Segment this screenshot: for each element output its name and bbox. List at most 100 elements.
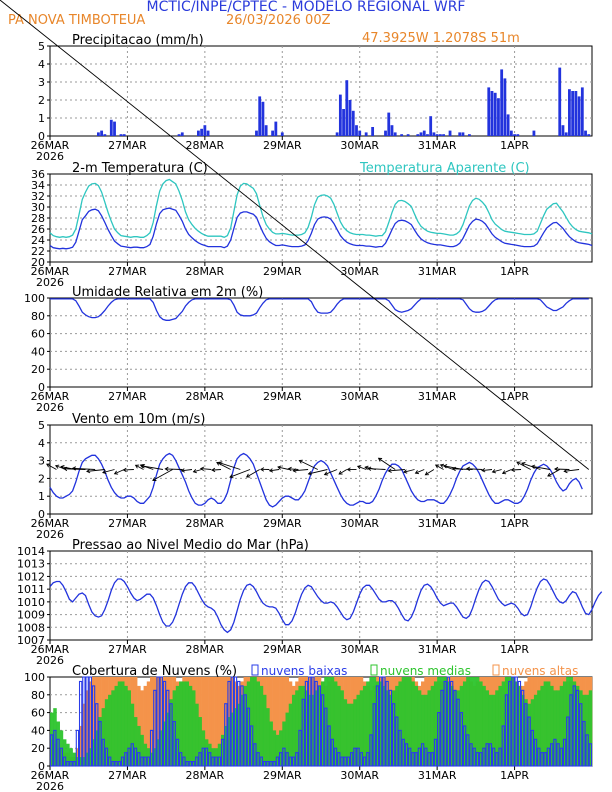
- cloud-bar-lowcloud: [508, 680, 512, 767]
- y-tick-label: 80: [31, 310, 45, 323]
- wind-arrow-head: [554, 466, 559, 472]
- cloud-bar-green: [343, 699, 348, 766]
- cloud-bar-green: [85, 752, 90, 766]
- cloud-bar-lowcloud: [285, 752, 289, 767]
- precip-bar: [500, 69, 504, 136]
- panel-title: Cobertura de Nuvens (%): [72, 664, 237, 679]
- cloud-bar-green: [424, 694, 428, 766]
- y-tick-label: 1014: [17, 545, 45, 558]
- x-tick-label: 31MAR: [418, 643, 457, 656]
- cloud-bar-green: [304, 690, 309, 766]
- cloud-bar-lowcloud: [491, 747, 496, 767]
- cloud-bar-lowcloud: [359, 752, 364, 767]
- series-line-temp-0: [49, 207, 593, 250]
- cloud-bar-green: [527, 703, 532, 766]
- cloud-bar-lowcloud: [198, 752, 202, 767]
- cloud-bar-lowcloud: [204, 747, 209, 767]
- cloud-bar-green: [491, 694, 496, 766]
- x-tick-label: 31MAR: [418, 265, 457, 278]
- cloud-bar-lowcloud: [366, 752, 370, 767]
- cloud-bar-green: [459, 685, 464, 766]
- cloud-bar-lowcloud: [527, 716, 531, 767]
- precip-bar: [119, 134, 123, 136]
- wind-arrow-head: [54, 464, 60, 469]
- wind-arrow-head: [287, 466, 292, 472]
- cloud-bar-green: [95, 730, 99, 766]
- cloud-bar-green: [185, 681, 190, 766]
- wind-arrow: [123, 469, 134, 471]
- cloud-bar-green: [191, 690, 196, 766]
- y-tick-label: 1013: [17, 558, 45, 571]
- wind-arrow: [502, 469, 512, 474]
- cloud-bar-lowcloud: [127, 747, 131, 767]
- cloud-bar-lowcloud: [308, 676, 312, 767]
- cloud-bar-green: [482, 685, 486, 766]
- cloud-bar-lowcloud: [172, 720, 176, 767]
- cloud-bar-lowcloud: [440, 689, 444, 767]
- wind-arrow-head: [346, 467, 351, 472]
- precip-bar: [416, 134, 420, 136]
- precip-bar: [358, 130, 362, 136]
- precip-bar: [577, 96, 581, 136]
- wind-arrow-head: [134, 464, 140, 469]
- y-tick-label: 5: [38, 40, 45, 53]
- cloud-bar-green: [143, 743, 148, 766]
- y-tick-label: 4: [38, 437, 45, 450]
- precip-bar: [584, 130, 587, 136]
- cloud-bar-green: [333, 681, 338, 766]
- cloud-bar-orange: [95, 677, 99, 766]
- y-tick-label: 100: [24, 292, 45, 305]
- cloud-bar-lowcloud: [227, 680, 231, 767]
- wind-arrow: [368, 468, 386, 470]
- cloud-bar-green: [227, 717, 231, 766]
- y-tick-label: 2: [38, 94, 45, 107]
- cloud-bar-lowcloud: [278, 752, 283, 767]
- cloud-bar-green: [414, 685, 419, 766]
- cloud-bar-green: [453, 690, 457, 766]
- wind-arrow-head: [86, 468, 91, 474]
- cloud-bar-green: [272, 730, 277, 766]
- cloud-bar-green: [295, 690, 299, 766]
- wind-arrow-head: [439, 463, 445, 468]
- cloud-bar-green: [117, 681, 122, 766]
- wind-arrow: [388, 469, 405, 472]
- cloud-bar-lowcloud: [262, 760, 267, 767]
- wind-arrow-head: [211, 467, 216, 473]
- cloud-bar-green: [285, 712, 290, 766]
- cloud-bar-green: [82, 757, 86, 766]
- precip-bar: [432, 132, 436, 136]
- cloud-bar-green: [275, 734, 280, 766]
- cloud-bar-green: [79, 757, 83, 766]
- x-tick-label: 1APR: [500, 265, 529, 278]
- cloud-bar-lowcloud: [524, 703, 528, 767]
- cloud-bar-lowcloud: [401, 738, 405, 767]
- cloud-bar-green: [111, 690, 115, 766]
- wind-arrow: [135, 464, 144, 470]
- wind-arrow-head: [364, 465, 369, 470]
- panel-title-secondary: Temperatura Aparente (C): [359, 161, 530, 176]
- cloud-bar-lowcloud: [75, 729, 80, 767]
- panel-frame: [49, 45, 593, 137]
- cloud-bar-green: [204, 739, 209, 766]
- cloud-bar-lowcloud: [404, 743, 409, 767]
- cloud-bar-lowcloud: [420, 743, 425, 767]
- x-tick-label: 26MAR: [31, 390, 70, 403]
- cloud-bar-lowcloud: [111, 760, 115, 767]
- cloud-bar-orange: [204, 677, 209, 766]
- cloud-bar-lowcloud: [446, 676, 451, 767]
- cloud-bar-lowcloud: [375, 685, 380, 767]
- cloud-bar-lowcloud: [146, 756, 151, 767]
- y-tick-label: 1008: [17, 621, 45, 634]
- panel-title: 2-m Temperatura (C): [72, 161, 208, 176]
- cloud-bar-lowcloud: [504, 694, 509, 767]
- y-tick-label: 40: [31, 345, 45, 358]
- wind-arrow-head: [530, 464, 536, 469]
- cloud-bar-green: [279, 730, 283, 766]
- cloud-bar-lowcloud: [466, 734, 470, 767]
- precip-bar: [206, 130, 210, 136]
- cloud-bar-green: [182, 681, 186, 766]
- cloud-bar-lowcloud: [230, 676, 234, 767]
- cloud-bar-green: [175, 685, 180, 766]
- y-tick-label: 1007: [17, 634, 45, 647]
- cloud-bar-green: [327, 677, 331, 766]
